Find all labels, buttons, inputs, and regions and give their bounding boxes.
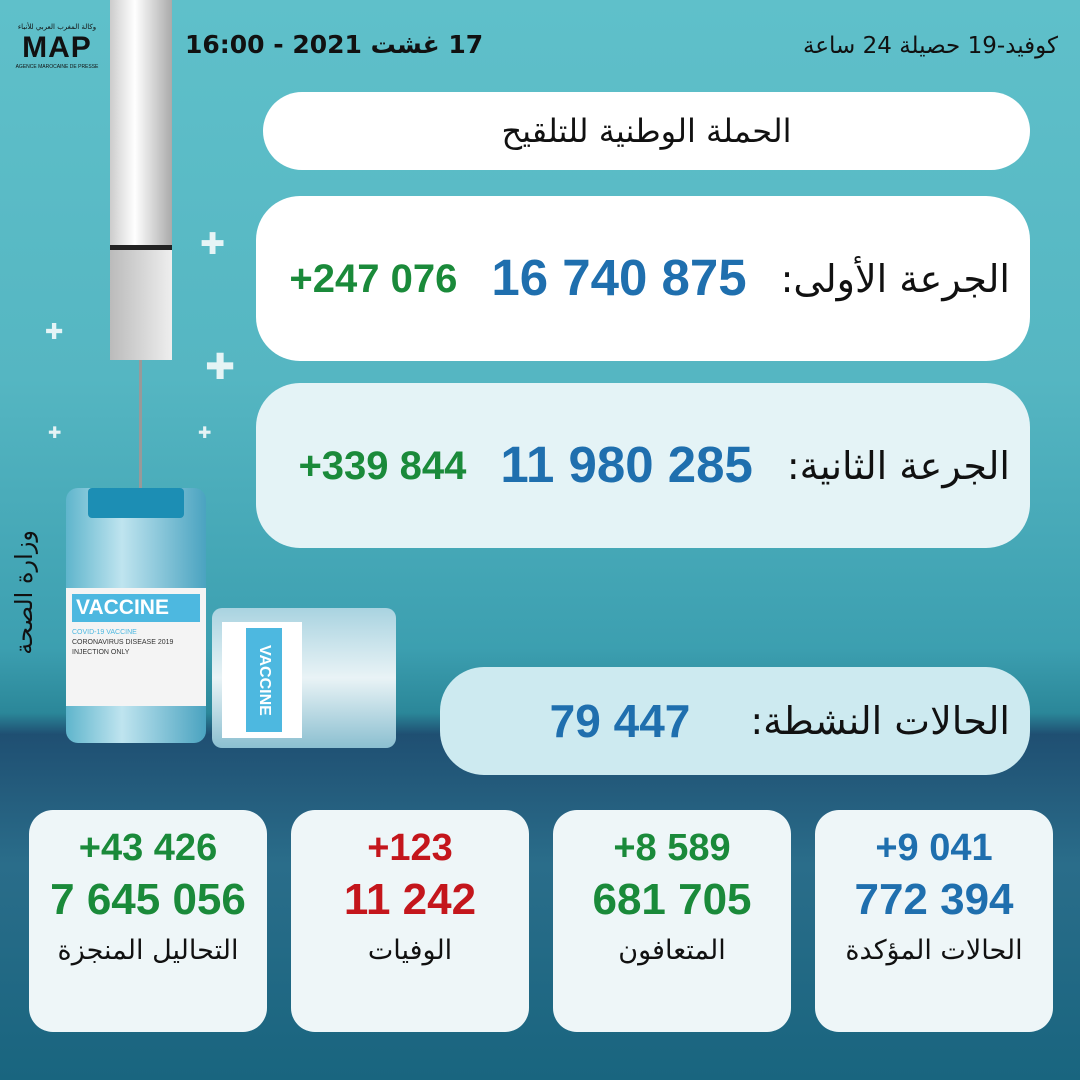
active-cases-panel: الحالات النشطة: 79 447	[440, 667, 1030, 775]
plus-icon: ✚	[45, 320, 64, 345]
vaccine-vial: VACCINE COVID-19 VACCINE CORONAVIRUS DIS…	[66, 488, 206, 743]
syringe-illustration	[110, 0, 172, 360]
map-logo: وكالة المغرب العربي للأنباء MAP AGENCE M…	[15, 23, 99, 70]
plus-icon: ✚	[205, 347, 236, 388]
needle-illustration	[139, 360, 142, 500]
stat-card-recovered: +8 589 681 705 المتعافون	[553, 810, 791, 1032]
header-title: كوفيد-19 حصيلة 24 ساعة	[802, 33, 1058, 59]
vaccine-vial-lying: VACCINE	[212, 608, 396, 748]
ministry-label: وزارة الصحة	[10, 530, 38, 655]
second-dose-panel: الجرعة الثانية: 11 980 285 +339 844	[256, 383, 1030, 548]
stat-card-deaths: +123 11 242 الوفيات	[291, 810, 529, 1032]
stat-card-confirmed: +9 041 772 394 الحالات المؤكدة	[815, 810, 1053, 1032]
stat-card-tests: +43 426 7 645 056 التحاليل المنجزة	[29, 810, 267, 1032]
first-dose-panel: الجرعة الأولى: 16 740 875 +247 076	[256, 196, 1030, 361]
campaign-title: الحملة الوطنية للتلقيح	[263, 92, 1030, 170]
plus-icon: ✚	[198, 423, 212, 442]
plus-icon: ✚	[48, 423, 62, 442]
date-time: 17 غشت 2021 - 16:00	[185, 30, 484, 59]
plus-icon: ✚	[200, 227, 226, 262]
